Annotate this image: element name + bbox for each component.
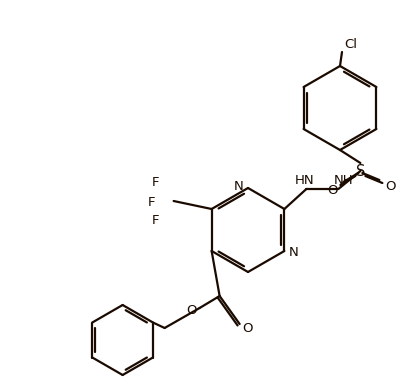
Text: O: O: [242, 321, 252, 334]
Text: F: F: [152, 215, 159, 228]
Text: S: S: [355, 163, 364, 179]
Text: O: O: [384, 181, 395, 194]
Text: F: F: [147, 197, 155, 210]
Text: F: F: [152, 176, 159, 190]
Text: O: O: [326, 183, 337, 197]
Text: N: N: [234, 181, 243, 194]
Text: N: N: [288, 246, 297, 260]
Text: HN: HN: [294, 174, 313, 188]
Text: NH: NH: [333, 174, 352, 188]
Text: Cl: Cl: [343, 38, 356, 50]
Text: O: O: [186, 303, 197, 316]
